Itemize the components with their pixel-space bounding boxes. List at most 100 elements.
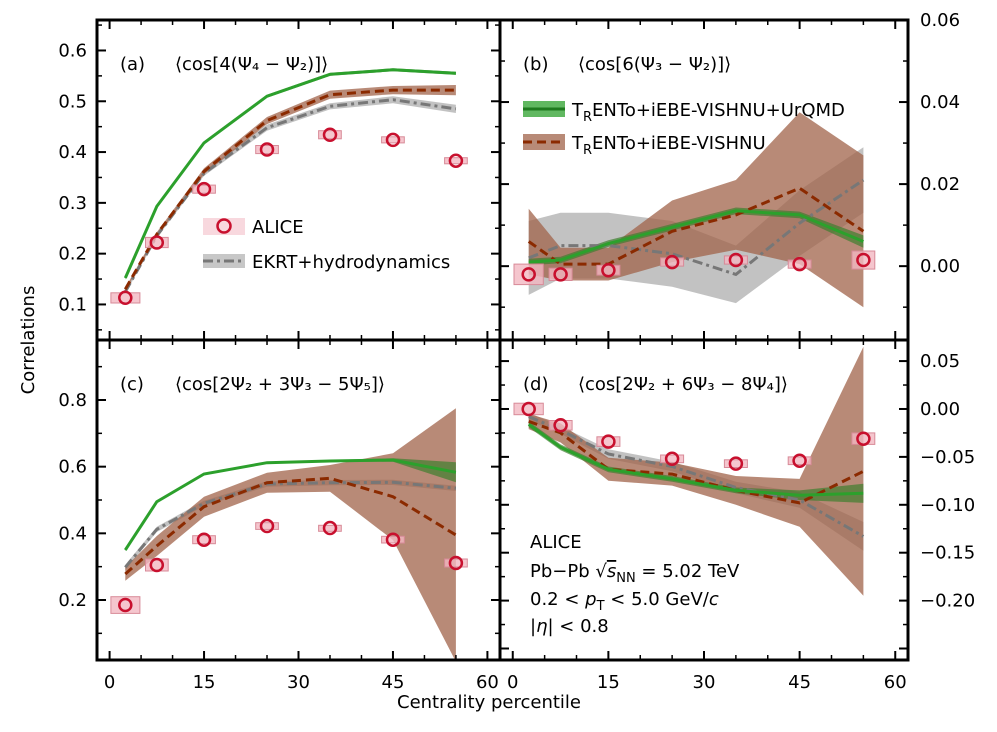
alice-syst-b [660, 257, 685, 267]
x-tick-label-d: 45 [788, 672, 811, 693]
alice-syst-b [548, 267, 573, 282]
band-trento-a [125, 85, 456, 291]
alice-point-b [553, 267, 568, 282]
x-tick-label-d: 15 [597, 672, 620, 693]
x-tick-label-d: 60 [884, 672, 907, 693]
y-tick-label-a: 0.2 [58, 244, 87, 265]
y-tick-label-b: 0.06 [920, 10, 960, 31]
alice-syst-a [145, 236, 169, 249]
y-tick-label-c: 0.4 [58, 523, 87, 544]
panel-title-b: ⟨cos[6(Ψ₃ − Ψ₂)]⟩ [578, 54, 731, 75]
y-tick-label-a: 0.4 [58, 142, 87, 163]
alice-point-c [149, 557, 165, 573]
alice-point-a [448, 153, 464, 168]
alice-point-b [521, 267, 536, 282]
y-tick-label-c: 0.2 [58, 590, 87, 611]
alice-point-a [259, 142, 275, 157]
x-tick-label-d: 0 [507, 672, 518, 693]
panel-title-c: ⟨cos[2Ψ₂ + 3Ψ₃ − 5Ψ₅]⟩ [175, 374, 385, 395]
alice-point-c [448, 555, 464, 571]
y-tick-label-d: −0.10 [920, 495, 975, 516]
panel-title-d: ⟨cos[2Ψ₂ + 6Ψ₃ − 8Ψ₄]⟩ [578, 374, 788, 395]
alice-syst-c [110, 596, 141, 614]
line-ekrt-d [528, 415, 865, 538]
alice-point-c [322, 520, 338, 536]
alice-syst-c [145, 558, 169, 572]
alice-point-d [664, 451, 680, 467]
info-pt: 0.2 < pT < 5.0 GeV/c [530, 589, 719, 614]
line-ekrt-b [528, 178, 865, 277]
panel-label-b: (b) [523, 54, 548, 75]
alice-syst-d [548, 420, 573, 431]
alice-point-b [601, 263, 616, 278]
alice-syst-b [787, 259, 812, 269]
y-tick-label-c: 0.6 [58, 457, 87, 478]
alice-point-b [664, 254, 680, 270]
y-tick-label-a: 0.3 [58, 193, 87, 214]
alice-point-a [118, 290, 133, 306]
y-tick-label-a: 0.6 [58, 40, 87, 61]
y-tick-label-a: 0.5 [58, 91, 87, 112]
y-tick-label-b: 0.00 [920, 256, 960, 277]
y-tick-label-d: 0.00 [920, 399, 960, 420]
y-tick-label-d: −0.05 [920, 447, 975, 468]
alice-syst-c [444, 558, 468, 568]
panel-label-d: (d) [523, 374, 548, 395]
y-tick-label-d: −0.20 [920, 591, 975, 612]
x-axis-label: Centrality percentile [397, 692, 581, 713]
alice-point-b [792, 256, 807, 272]
panel-label-a: (a) [120, 54, 145, 75]
panel-title-a: ⟨cos[4(Ψ₄ − Ψ₂)]⟩ [175, 54, 328, 75]
x-tick-label-d: 30 [693, 672, 716, 693]
legend-trento-label: TRENTo+iEBE-VISHNU [571, 133, 766, 158]
alice-syst-b [596, 264, 621, 276]
alice-syst-a [381, 136, 405, 144]
alice-syst-d [596, 436, 621, 447]
panel-label-c: (c) [120, 374, 144, 395]
info-system: Pb−Pb √sNN = 5.02 TeV [530, 561, 740, 586]
alice-syst-d [660, 454, 685, 464]
alice-point-c [196, 532, 212, 547]
alice-syst-c [192, 535, 216, 545]
alice-syst-a [110, 292, 141, 304]
alice-syst-a [192, 184, 216, 194]
legend-alice-box [203, 218, 245, 235]
alice-point-c [385, 532, 401, 547]
legend-alice-label: ALICE [252, 217, 304, 238]
legend-right: TRENTo+iEBE-VISHNU+UrQMD TRENTo+iEBE-VIS… [523, 100, 845, 158]
y-tick-label-d: 0.05 [920, 351, 960, 372]
legend-left: ALICE EKRT+hydrodynamics [203, 217, 450, 273]
alice-point-d [601, 434, 616, 449]
alice-syst-b [723, 255, 748, 265]
line-trento-d [528, 419, 865, 505]
y-axis-label: Correlations [18, 286, 39, 395]
alice-syst-d [787, 456, 812, 466]
alice-syst-c [381, 535, 405, 544]
y-tick-label-d: −0.15 [920, 543, 975, 564]
y-tick-label-b: 0.04 [920, 92, 960, 113]
panel-c: 0 15 30 45 60 0.2 0.4 0.6 0.8 (c) ⟨cos[2Ψ₂ + 3Ψ₃ −… [58, 338, 502, 693]
line-trento-b [527, 186, 865, 266]
alice-point-c [259, 518, 275, 534]
y-tick-label-a: 0.1 [58, 294, 87, 315]
info-block: ALICE Pb−Pb √sNN = 5.02 TeV 0.2 < pT < 5… [530, 532, 740, 637]
alice-syst-c [255, 522, 279, 530]
y-tick-label-c: 0.8 [58, 390, 87, 411]
info-experiment: ALICE [530, 532, 582, 553]
alice-syst-b [513, 263, 544, 286]
line-urqmd-c [124, 458, 457, 551]
line-urqmd-a [123, 68, 456, 279]
alice-point-b [728, 252, 744, 268]
alice-syst-d [723, 459, 748, 468]
info-eta: |η| < 0.8 [530, 616, 609, 637]
line-trento-a [123, 88, 456, 290]
y-tick-label-b: 0.02 [920, 174, 960, 195]
alice-syst-d [513, 402, 544, 416]
x-tick-label-c: 30 [287, 672, 310, 693]
x-tick-label-c: 60 [476, 672, 499, 693]
band-trento-c [125, 408, 456, 660]
alice-point-b [856, 252, 871, 268]
legend-alice-marker [216, 218, 232, 234]
band-trento-d [528, 346, 864, 596]
